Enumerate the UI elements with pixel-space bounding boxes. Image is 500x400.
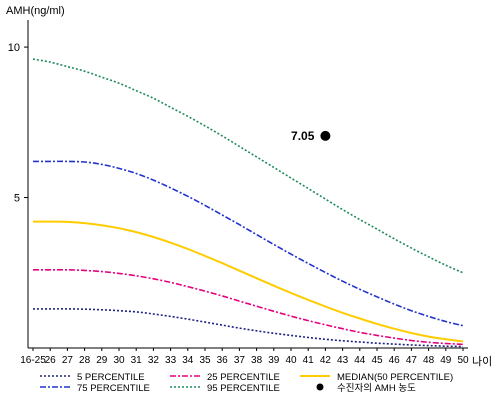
series-lines <box>32 58 464 348</box>
y-tick-label: 5 <box>14 193 20 205</box>
y-ticks: 5 10 <box>8 42 28 205</box>
legend: 5 PERCENTILE 25 PERCENTILE MEDIAN(50 PERCE… <box>40 372 453 394</box>
x-tick-label: 28 <box>79 355 91 366</box>
x-tick-label: 47 <box>406 355 418 366</box>
legend-label: 95 PERCENTILE <box>207 383 280 394</box>
x-tick-label: 39 <box>268 355 280 366</box>
x-tick-label: 27 <box>62 355 74 366</box>
legend-marker-swatch <box>316 383 324 391</box>
series-line-75-percentile <box>33 160 464 327</box>
x-tick-label: 49 <box>440 355 452 366</box>
marker-dot <box>320 130 331 141</box>
legend-label: 75 PERCENTILE <box>77 383 150 394</box>
series-line-median-50-percentile <box>33 220 464 343</box>
x-tick-label: 30 <box>113 355 125 366</box>
x-tick-label: 16-25 <box>20 355 46 366</box>
x-tick-label: 38 <box>251 355 263 366</box>
x-tick-label: 35 <box>199 355 211 366</box>
x-tick-label: 37 <box>234 355 246 366</box>
x-tick-label: 36 <box>217 355 229 366</box>
legend-label: 수진자의 AMH 농도 <box>337 383 416 394</box>
y-axis-label: AMH(ng/ml) <box>6 5 65 17</box>
x-tick-label: 31 <box>131 355 143 366</box>
legend-label: 25 PERCENTILE <box>207 372 280 383</box>
x-tick-label: 32 <box>148 355 160 366</box>
patient-marker: 7.05 <box>291 129 331 143</box>
x-tick-label: 44 <box>354 355 366 366</box>
x-axis-label: 나이 <box>472 355 492 368</box>
marker-value-label: 7.05 <box>291 129 315 143</box>
x-tick-label: 42 <box>320 355 332 366</box>
x-tick-label: 41 <box>303 355 315 366</box>
series-line-25-percentile <box>33 268 464 346</box>
x-tick-label: 29 <box>96 355 108 366</box>
x-tick-label: 43 <box>337 355 349 366</box>
x-tick-label: 48 <box>423 355 435 366</box>
x-tick-label: 45 <box>371 355 383 366</box>
legend-label: MEDIAN(50 PERCENTILE) <box>337 372 453 383</box>
x-tick-label: 46 <box>389 355 401 366</box>
legend-label: 5 PERCENTILE <box>77 372 145 383</box>
x-tick-label: 33 <box>165 355 177 366</box>
series-line-95-percentile <box>32 58 464 274</box>
x-tick-label: 50 <box>457 355 469 366</box>
x-tick-label: 26 <box>45 355 57 366</box>
series-line-5-percentile <box>33 308 464 348</box>
x-tick-label: 40 <box>285 355 297 366</box>
x-tick-label: 34 <box>182 355 194 366</box>
y-tick-label: 10 <box>8 42 20 54</box>
